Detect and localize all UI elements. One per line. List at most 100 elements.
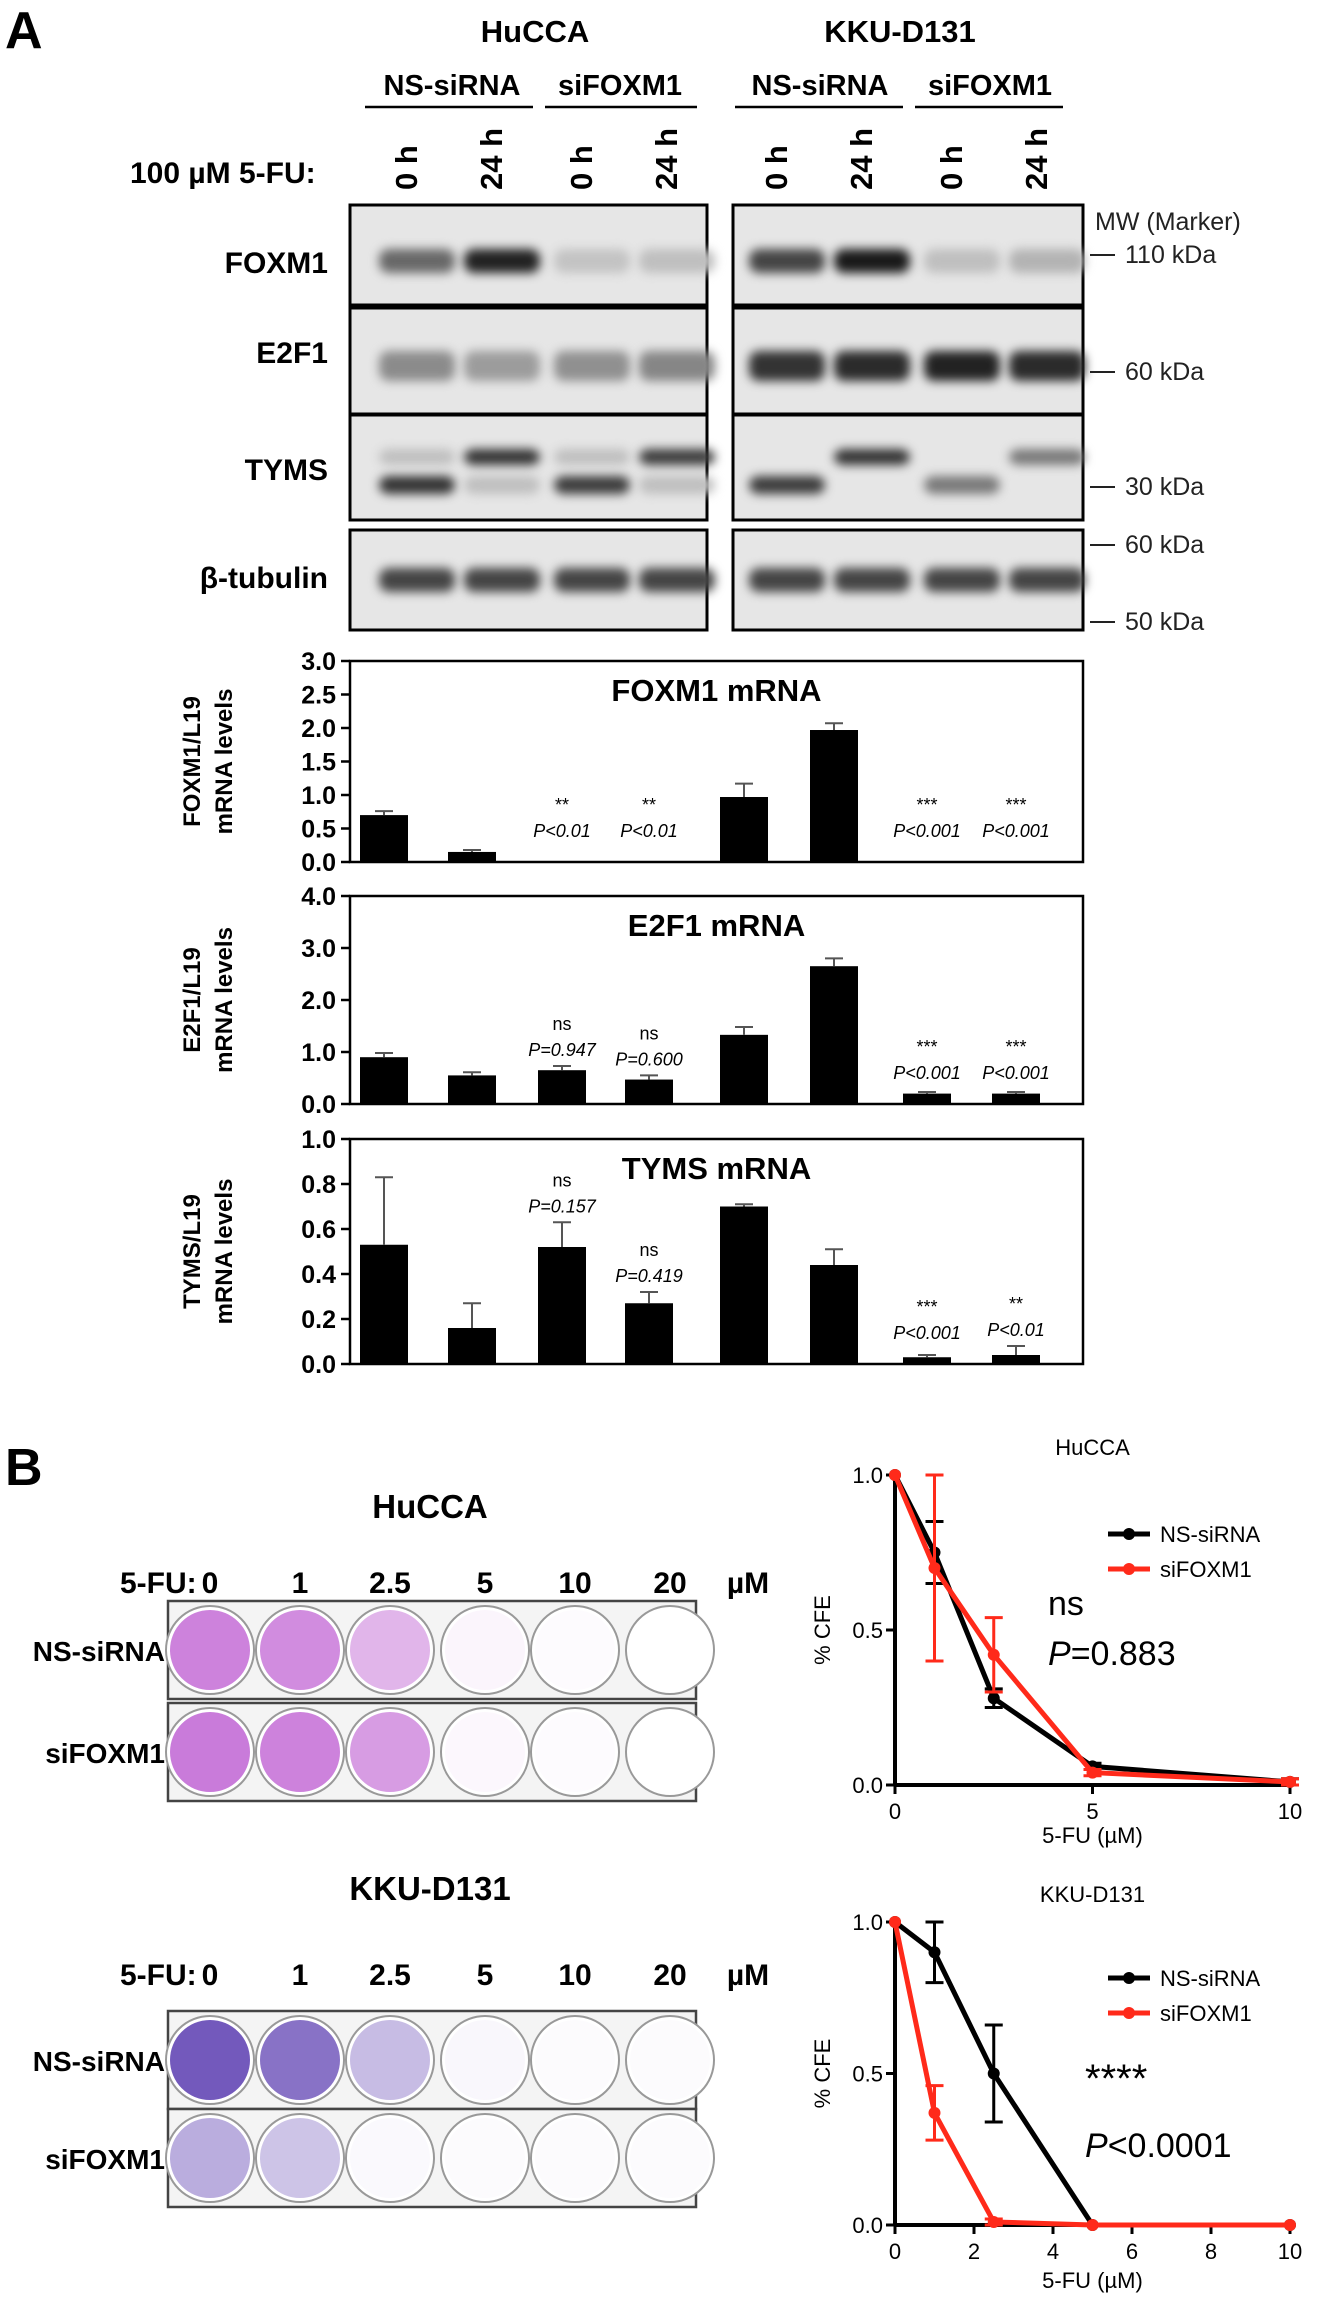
blot-band	[749, 351, 825, 381]
y-tick-label: 0.2	[301, 1306, 336, 1334]
significance-stars: ***	[916, 1037, 937, 1057]
blot-band	[639, 449, 715, 465]
colony-stain	[535, 1712, 615, 1792]
chart-title: TYMS mRNA	[622, 1151, 811, 1186]
y-tick-label: 2.5	[301, 682, 336, 710]
significance-label: ns	[1048, 1585, 1084, 1623]
colony-stain	[350, 1712, 430, 1792]
blot-band	[379, 351, 455, 381]
y-tick-label: 0.8	[301, 1171, 336, 1199]
significance-stars: ns	[552, 1014, 571, 1034]
blot-band	[924, 568, 1000, 592]
p-value: P<0.01	[987, 1320, 1045, 1340]
legend-label: NS-siRNA	[1160, 1522, 1261, 1547]
y-tick-label: 0.0	[852, 1773, 883, 1798]
p-value: P<0.0001	[1085, 2127, 1232, 2165]
plate-well	[625, 2113, 715, 2203]
x-tick-label: 8	[1205, 2239, 1217, 2264]
dose-label: 10	[558, 1567, 591, 1600]
y-tick-label: 1.5	[301, 749, 336, 777]
dose-label-prefix: 5-FU:	[120, 1959, 197, 1992]
colony-stain	[535, 1610, 615, 1690]
dose-label: 5	[477, 1959, 494, 1992]
p-value: P<0.01	[620, 821, 678, 841]
significance-stars: ***	[916, 1297, 937, 1317]
blot-band	[749, 568, 825, 592]
data-point	[889, 1469, 901, 1481]
y-axis-label: mRNA levels	[211, 927, 238, 1073]
data-point	[889, 1916, 901, 1928]
y-tick-label: 1.0	[301, 782, 336, 810]
timepoint-label: 0 h	[934, 145, 969, 190]
y-tick-label: 0.5	[852, 1618, 883, 1643]
panel-a-label: A	[5, 2, 43, 60]
dose-label: 5	[477, 1567, 494, 1600]
plate-cell-line-title: KKU-D131	[349, 1870, 510, 1907]
dose-unit: µM	[727, 1567, 769, 1600]
x-tick-label: 0	[889, 1799, 901, 1824]
colony-stain	[445, 2020, 525, 2100]
chart-title: HuCCA	[1055, 1435, 1130, 1460]
significance-stars: ns	[639, 1240, 658, 1260]
blot-band	[749, 476, 825, 494]
colony-stain	[260, 2118, 340, 2198]
dose-label: 2.5	[369, 1959, 411, 1992]
colony-stain	[535, 2118, 615, 2198]
colony-stain	[260, 1712, 340, 1792]
dose-label: 10	[558, 1959, 591, 1992]
cell-line-header-hucca: HuCCA	[481, 14, 590, 49]
marker-30kda: 30 kDa	[1125, 473, 1204, 501]
blot-band	[924, 351, 1000, 381]
group-header: siFOXM1	[928, 70, 1052, 102]
plate-well	[440, 1707, 530, 1797]
p-value: P<0.001	[893, 1323, 961, 1343]
legend-marker	[1123, 2007, 1135, 2019]
blot-band	[639, 351, 715, 381]
marker-60kda: 60 kDa	[1125, 358, 1204, 386]
plate-row-label: siFOXM1	[45, 2144, 165, 2175]
plate-well	[440, 2113, 530, 2203]
plate-well	[345, 2113, 435, 2203]
data-point	[1284, 1775, 1296, 1788]
x-tick-label: 4	[1047, 2239, 1059, 2264]
blot-band	[1009, 351, 1085, 381]
y-tick-label: 0.0	[301, 1091, 336, 1119]
x-tick-label: 2	[968, 2239, 980, 2264]
bar	[448, 1075, 496, 1104]
blot-band	[1009, 568, 1085, 592]
blot-band	[924, 249, 1000, 273]
bar	[538, 1247, 586, 1364]
legend-label: siFOXM1	[1160, 2001, 1252, 2026]
colony-stain	[630, 2118, 710, 2198]
y-axis-label: mRNA levels	[211, 1179, 238, 1325]
timepoint-label: 0 h	[564, 145, 599, 190]
chart-frame	[348, 1137, 1085, 1366]
blot-band	[379, 449, 455, 465]
y-tick-label: 2.0	[301, 987, 336, 1015]
colony-stain	[445, 1712, 525, 1792]
bar	[360, 1244, 408, 1364]
panel-b-label: B	[5, 1439, 43, 1497]
x-axis-label: 5-FU (µM)	[1042, 2268, 1143, 2293]
chart-title: KKU-D131	[1040, 1882, 1145, 1907]
x-tick-label: 6	[1126, 2239, 1138, 2264]
blot-label-tyms: TYMS	[245, 454, 328, 487]
dose-label: 1	[292, 1567, 309, 1600]
chart-title: E2F1 mRNA	[628, 908, 805, 943]
plate-well	[625, 1707, 715, 1797]
y-tick-label: 0.0	[301, 849, 336, 877]
blot-band	[554, 351, 630, 381]
colony-stain	[170, 1610, 250, 1690]
blot-label-beta-tubulin: β-tubulin	[200, 562, 328, 595]
bar	[360, 815, 408, 862]
bar	[625, 1079, 673, 1104]
bar	[720, 1206, 768, 1364]
data-point	[987, 2067, 1000, 2080]
colony-stain	[260, 1610, 340, 1690]
marker-50kda: 50 kDa	[1125, 608, 1204, 636]
y-tick-label: 1.0	[301, 1126, 336, 1154]
blot-band	[834, 568, 910, 592]
dose-label: 20	[653, 1567, 686, 1600]
significance-stars: ***	[1005, 1037, 1026, 1057]
p-value: P<0.01	[533, 821, 591, 841]
